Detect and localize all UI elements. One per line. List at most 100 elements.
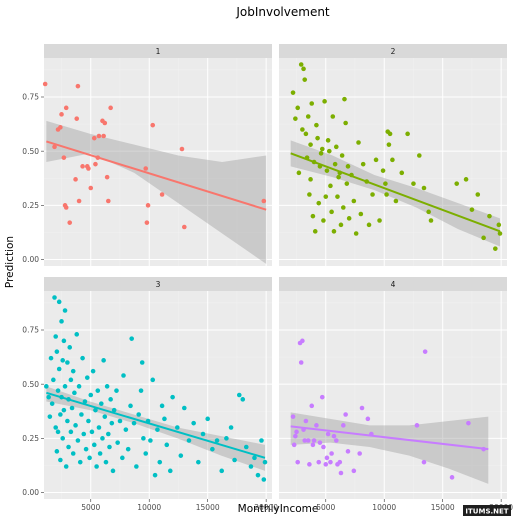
data-point bbox=[109, 420, 115, 426]
data-point bbox=[157, 459, 163, 465]
data-point bbox=[339, 153, 345, 158]
panel-4: 45000100001500020000 bbox=[279, 277, 513, 512]
data-point bbox=[61, 407, 67, 413]
data-point bbox=[107, 444, 112, 450]
data-point bbox=[351, 198, 357, 204]
data-point bbox=[55, 388, 61, 393]
data-point bbox=[63, 105, 69, 111]
data-point bbox=[380, 168, 386, 173]
x-tick-label: 5000 bbox=[316, 503, 335, 512]
data-point bbox=[383, 181, 388, 186]
data-point bbox=[298, 360, 304, 365]
data-point bbox=[343, 120, 348, 126]
data-point bbox=[331, 433, 337, 439]
data-point bbox=[345, 449, 351, 454]
data-point bbox=[359, 405, 365, 411]
data-point bbox=[179, 146, 185, 152]
data-point bbox=[341, 423, 346, 428]
panel-strip bbox=[44, 277, 272, 291]
data-point bbox=[373, 157, 379, 163]
data-point bbox=[341, 205, 346, 210]
data-point bbox=[255, 472, 261, 478]
data-point bbox=[74, 116, 80, 121]
data-point bbox=[365, 416, 371, 422]
x-tick-label: 15000 bbox=[196, 503, 220, 512]
data-point bbox=[100, 436, 105, 441]
data-point bbox=[159, 403, 165, 409]
data-point bbox=[301, 66, 306, 72]
data-point bbox=[293, 433, 298, 439]
data-point bbox=[324, 455, 330, 461]
data-point bbox=[73, 177, 78, 182]
data-point bbox=[74, 332, 80, 337]
data-point bbox=[77, 459, 83, 465]
data-point bbox=[414, 423, 420, 428]
confidence-band bbox=[46, 120, 267, 264]
y-tick-label: 0.00 bbox=[22, 255, 39, 264]
data-point bbox=[291, 442, 297, 448]
data-point bbox=[248, 464, 254, 469]
data-point bbox=[117, 418, 123, 424]
data-point bbox=[252, 455, 257, 461]
data-point bbox=[331, 229, 337, 234]
data-point bbox=[316, 200, 322, 206]
data-point bbox=[52, 144, 57, 150]
data-point bbox=[143, 451, 149, 456]
data-point bbox=[80, 164, 85, 169]
data-point bbox=[155, 427, 160, 432]
regression-line bbox=[290, 152, 501, 233]
data-point bbox=[174, 425, 180, 430]
data-point bbox=[91, 442, 97, 448]
data-point bbox=[125, 446, 131, 452]
data-point bbox=[405, 131, 410, 137]
data-point bbox=[150, 377, 156, 383]
data-point bbox=[81, 431, 87, 437]
data-point bbox=[356, 140, 361, 145]
data-point bbox=[102, 414, 108, 419]
panel-strip bbox=[44, 44, 272, 58]
data-point bbox=[86, 166, 91, 171]
data-point bbox=[93, 161, 98, 167]
confidence-band bbox=[290, 140, 500, 247]
data-point bbox=[123, 427, 129, 432]
data-point bbox=[134, 464, 139, 469]
data-point bbox=[98, 401, 104, 406]
data-point bbox=[493, 246, 498, 251]
data-point bbox=[232, 457, 237, 463]
data-point bbox=[321, 218, 326, 223]
data-point bbox=[399, 170, 405, 176]
data-point bbox=[101, 133, 106, 139]
regression-line bbox=[46, 140, 267, 211]
data-point bbox=[326, 148, 332, 154]
data-point bbox=[53, 334, 58, 339]
data-point bbox=[200, 431, 206, 437]
panel-background bbox=[44, 58, 272, 266]
data-point bbox=[102, 120, 108, 126]
panel-background bbox=[44, 291, 272, 499]
data-point bbox=[86, 418, 91, 424]
data-point bbox=[56, 366, 62, 372]
data-point bbox=[303, 131, 309, 137]
data-point bbox=[261, 477, 267, 482]
data-point bbox=[322, 99, 327, 104]
data-point bbox=[224, 436, 229, 441]
data-point bbox=[69, 405, 75, 411]
data-point bbox=[65, 360, 70, 365]
data-point bbox=[91, 135, 97, 141]
data-point bbox=[421, 185, 427, 191]
data-point bbox=[343, 412, 348, 417]
data-point bbox=[159, 192, 165, 197]
panel-3: 3 0.00 0.25 0.50 0.75 5000 10000 15000 20000 bbox=[22, 277, 278, 512]
data-point bbox=[346, 216, 352, 221]
data-point bbox=[214, 438, 220, 443]
data-point bbox=[300, 338, 305, 344]
data-point bbox=[88, 185, 94, 191]
data-point bbox=[262, 459, 268, 465]
data-point bbox=[59, 112, 64, 117]
data-point bbox=[73, 423, 78, 428]
data-point bbox=[342, 96, 347, 102]
data-point bbox=[305, 114, 311, 119]
data-point bbox=[79, 412, 84, 417]
data-point bbox=[108, 105, 113, 111]
data-point bbox=[84, 375, 90, 380]
